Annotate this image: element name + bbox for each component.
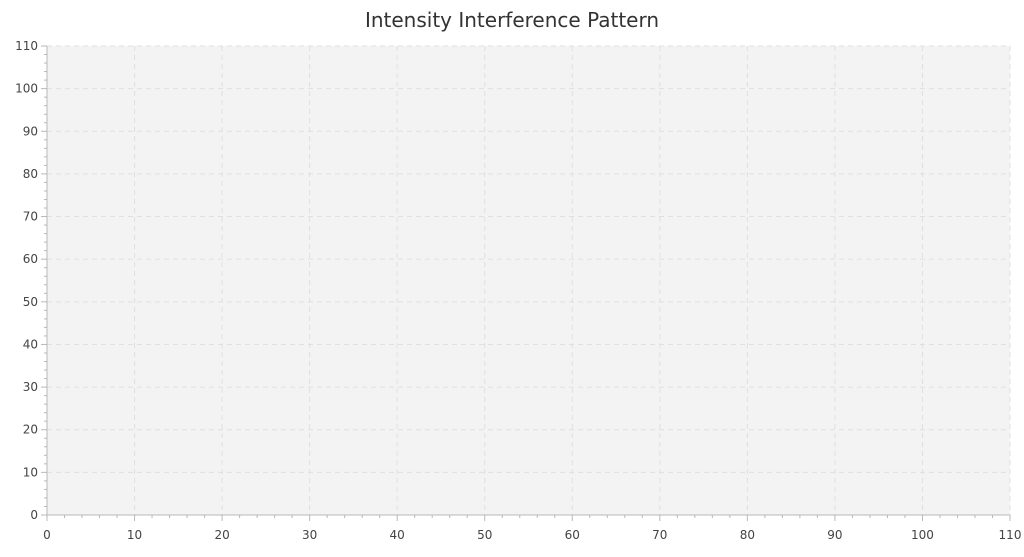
x-tick-label: 100	[911, 528, 934, 542]
axes	[41, 45, 1011, 521]
x-tick-label: 70	[652, 528, 667, 542]
plot-background	[47, 46, 1010, 515]
y-tick-label: 70	[23, 210, 38, 224]
chart-title: Intensity Interference Pattern	[364, 8, 660, 32]
x-tick-label: 110	[999, 528, 1022, 542]
x-tick-label: 80	[740, 528, 755, 542]
x-tick-label: 10	[127, 528, 142, 542]
x-tick-label: 40	[390, 528, 405, 542]
y-tick-label: 0	[30, 508, 38, 522]
grid-lines	[47, 45, 1011, 515]
x-tick-label: 30	[302, 528, 317, 542]
y-tick-label: 80	[23, 167, 38, 181]
y-tick-label: 10	[23, 465, 38, 479]
x-tick-label: 20	[214, 528, 229, 542]
y-tick-label: 110	[15, 39, 38, 53]
y-tick-label: 90	[23, 124, 38, 138]
plot-area	[47, 46, 1010, 515]
x-tick-label: 60	[565, 528, 580, 542]
x-tick-label: 90	[827, 528, 842, 542]
y-tick-label: 30	[23, 380, 38, 394]
tick-labels: 0 10 20 30 40 50 60 70 80 90 100 110 0 10 20 30 40 50 60 70…	[15, 39, 1021, 542]
y-tick-label: 50	[23, 295, 38, 309]
y-tick-label: 100	[15, 82, 38, 96]
x-tick-label: 0	[43, 528, 51, 542]
y-tick-label: 60	[23, 252, 38, 266]
x-tick-label: 50	[477, 528, 492, 542]
y-tick-label: 20	[23, 423, 38, 437]
y-tick-label: 40	[23, 337, 38, 351]
